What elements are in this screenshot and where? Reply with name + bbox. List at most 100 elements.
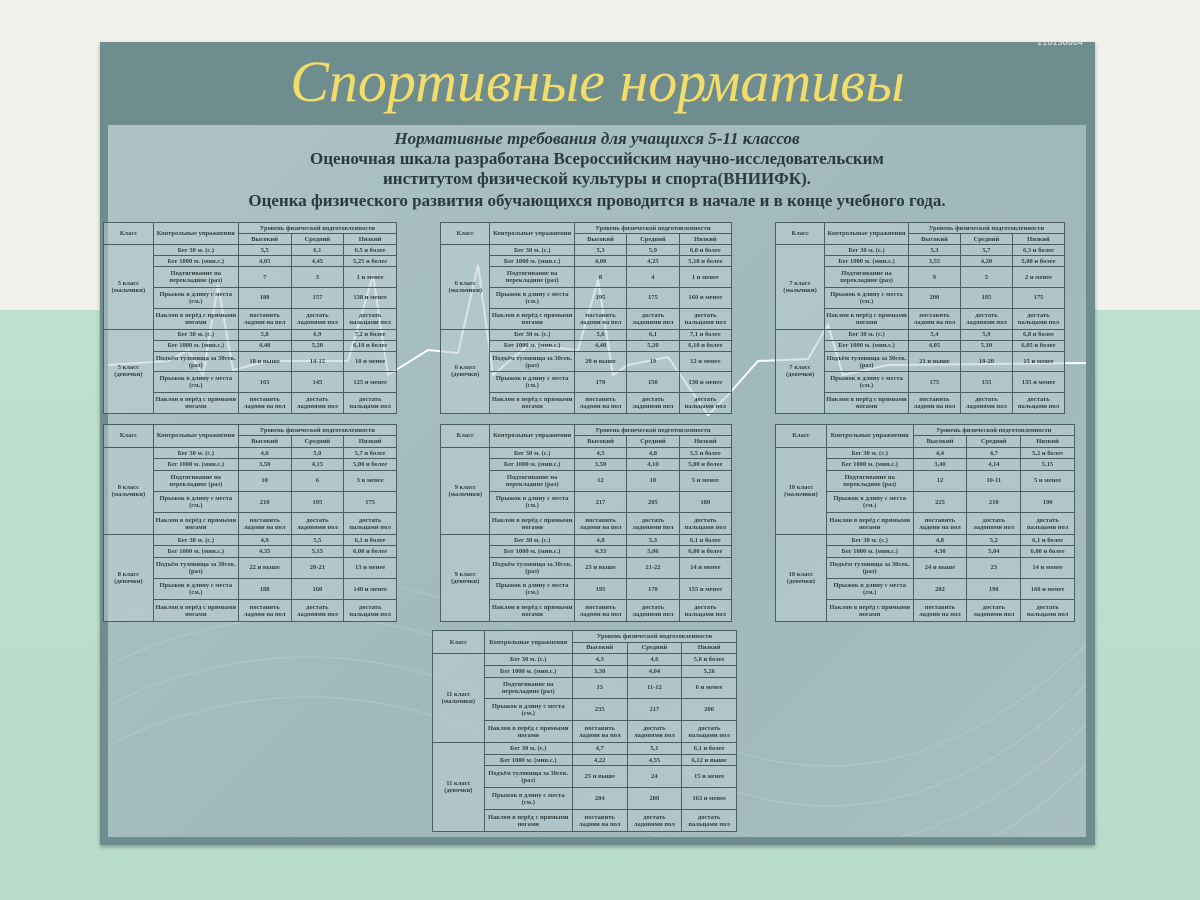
norm-value: достать ладонями пол (959, 307, 1013, 330)
serial: 210130004 (1037, 38, 1083, 47)
norm-value: 5,9 (626, 244, 680, 257)
norm-value: 11-12 (626, 676, 683, 700)
norm-value: 6,1 и более (681, 742, 737, 755)
data-row: Наклон в перёд с прямыми ногами поставить… (433, 809, 737, 832)
norm-value: 7,2 и более (343, 328, 397, 341)
norm-value: 5,15 (290, 545, 345, 558)
norm-value: поставить ладони на пол (237, 512, 292, 535)
level-name: Средний (626, 233, 680, 246)
data-row: Прыжок в длину с места (см.) 188 160 140 и … (104, 578, 397, 601)
exercise: Подъём туловища за 30сек. (раз) (483, 765, 573, 789)
norm-table: Класс Контрольные упражнения Уровень физич… (103, 423, 398, 623)
norm-value: 145 (290, 371, 345, 394)
norm-value: достать ладонями пол (290, 392, 345, 414)
exercise: Прыжок в длину с места (см.) (825, 491, 914, 514)
norm-value: 5,3 (907, 244, 961, 257)
exercise: Наклон в перёд с прямыми ногами (489, 392, 575, 414)
norm-value: 10 (626, 469, 680, 493)
norm-value: 4,8 (573, 533, 628, 547)
class-header: Класс (774, 221, 826, 246)
norm-value: 4,25 (626, 255, 680, 268)
norm-value: 5,26 (681, 664, 737, 678)
norm-value: 13 (571, 676, 628, 700)
norm-value: 4,9 (237, 533, 292, 547)
norm-value: 4,7 (571, 742, 628, 755)
exercise: Прыжок в длину с места (см.) (825, 578, 914, 601)
norm-value: достать пальцами пол (681, 720, 737, 744)
class-label: 6 класс (мальчики) (439, 244, 491, 330)
norm-value: 6,8 и более (1011, 328, 1066, 341)
exercise: Бег 1000 м. (мин.с.) (489, 255, 575, 268)
norm-value: 4,4 (912, 446, 968, 460)
exercise: Прыжок в длину с места (см.) (152, 371, 239, 394)
exercise: Подтягивание на перекладине (раз) (483, 676, 573, 700)
norm-table: Класс Контрольные упражнения Уровень физич… (439, 221, 733, 414)
exercise: Бег 30 м. (с.) (489, 244, 575, 257)
exercise: Наклон в перёд с прямыми ногами (152, 392, 239, 414)
norm-value: достать ладонями пол (966, 599, 1022, 622)
class-label: 7 класс (мальчики) (774, 244, 826, 330)
norm-value: 4,7 (966, 446, 1022, 460)
class-label: 9 класс (девочки) (439, 533, 491, 623)
level-name: Низкий (1020, 435, 1075, 448)
class-header: Класс (103, 221, 154, 246)
exercise: Бег 30 м. (с.) (824, 244, 909, 257)
exercise: Бег 30 м. (с.) (152, 533, 239, 547)
norm-value: 6,00 и более (678, 545, 733, 558)
data-row: Бег 1000 м. (мин.с.) 4,30 5,04 6,00 и более (776, 545, 1075, 558)
level-name: Высокий (573, 233, 628, 246)
norm-value: достать пальцами пол (343, 599, 397, 622)
header-row: Высокий Средний Низкий (776, 233, 1066, 246)
norm-value: 21 и выше (907, 350, 961, 373)
exercise: Бег 1000 м. (мин.с.) (483, 753, 573, 767)
norm-value: 4,10 (626, 458, 680, 471)
level-header: Уровень физической подготовленности (907, 221, 1066, 235)
exercise: Наклон в перёд с прямыми ногами (825, 599, 914, 622)
norm-value: 4,20 (959, 255, 1013, 268)
norm-value: 5,15 (1020, 458, 1075, 471)
data-row: Наклон в перёд с прямыми ногами поставить… (441, 307, 733, 330)
data-row: Прыжок в длину с места (см.) 170 150 130 и … (441, 371, 733, 394)
data-row: Подтягивание на перекладине (раз) 12 10-11… (776, 469, 1075, 493)
norm-value: 4,15 (290, 458, 345, 471)
exercise: Прыжок в длину с места (см.) (152, 491, 239, 514)
class-header: Класс (775, 424, 827, 448)
norm-value: 170 (626, 578, 680, 601)
norm-value: 7 (237, 266, 292, 288)
norm-value: 5,5 (237, 244, 292, 257)
norm-value: 5,8 (237, 328, 292, 341)
header-line: Оценочная шкала разработана Всероссийски… (310, 149, 884, 168)
exercise: Бег 30 м. (с.) (152, 244, 239, 257)
norm-value: 5,1 (626, 742, 683, 755)
data-row: Бег 1000 м. (мин.с.) 4,40 5,20 6,10 и более (104, 339, 397, 352)
level-name: Низкий (343, 233, 397, 246)
norm-value: 15 и менее (681, 765, 737, 789)
data-row: Наклон в перёд с прямыми ногами поставить… (441, 512, 733, 535)
class-header: Класс (439, 424, 491, 448)
exercise: Прыжок в длину с места (см.) (483, 787, 573, 811)
norm-value: поставить ладони на пол (237, 392, 292, 414)
norm-value: достать ладонями пол (959, 392, 1013, 414)
level-name: Высокий (571, 641, 628, 655)
norm-value: 138 и менее (343, 287, 397, 309)
norm-value: 14 и менее (678, 556, 733, 580)
exercise-header: Контрольные упражнения (152, 424, 239, 448)
level-name: Низкий (1011, 233, 1066, 246)
norm-value: 12 (573, 469, 628, 493)
class-label: 9 класс (мальчики) (439, 446, 491, 535)
exercise: Бег 30 м. (с.) (825, 533, 914, 547)
data-row: Наклон в перёд с прямыми ногами поставить… (441, 392, 733, 414)
norm-value: достать пальцами пол (1011, 307, 1066, 330)
exercise: Наклон в перёд с прямыми ногами (152, 307, 239, 330)
norm-value: 12 и менее (678, 350, 733, 373)
norm-value: 24 и выше (912, 556, 968, 580)
data-row: Наклон в перёд с прямыми ногами поставить… (776, 307, 1066, 330)
level-header: Уровень физической подготовленности (571, 630, 738, 643)
header-row: Класс Контрольные упражнения Уровень физич… (439, 423, 733, 448)
header-row: Класс Контрольные упражнения Уровень физич… (774, 221, 1066, 246)
norm-value: 5,00 и более (343, 458, 397, 471)
norm-value: достать ладонями пол (626, 392, 680, 414)
header-row: Высокий Средний Низкий (776, 435, 1075, 448)
exercise: Подъём туловища за 30сек. (раз) (489, 556, 575, 580)
data-row: 5 класс (девочки) Бег 30 м. (с.) 5,8 6,9 7,2… (103, 328, 397, 414)
